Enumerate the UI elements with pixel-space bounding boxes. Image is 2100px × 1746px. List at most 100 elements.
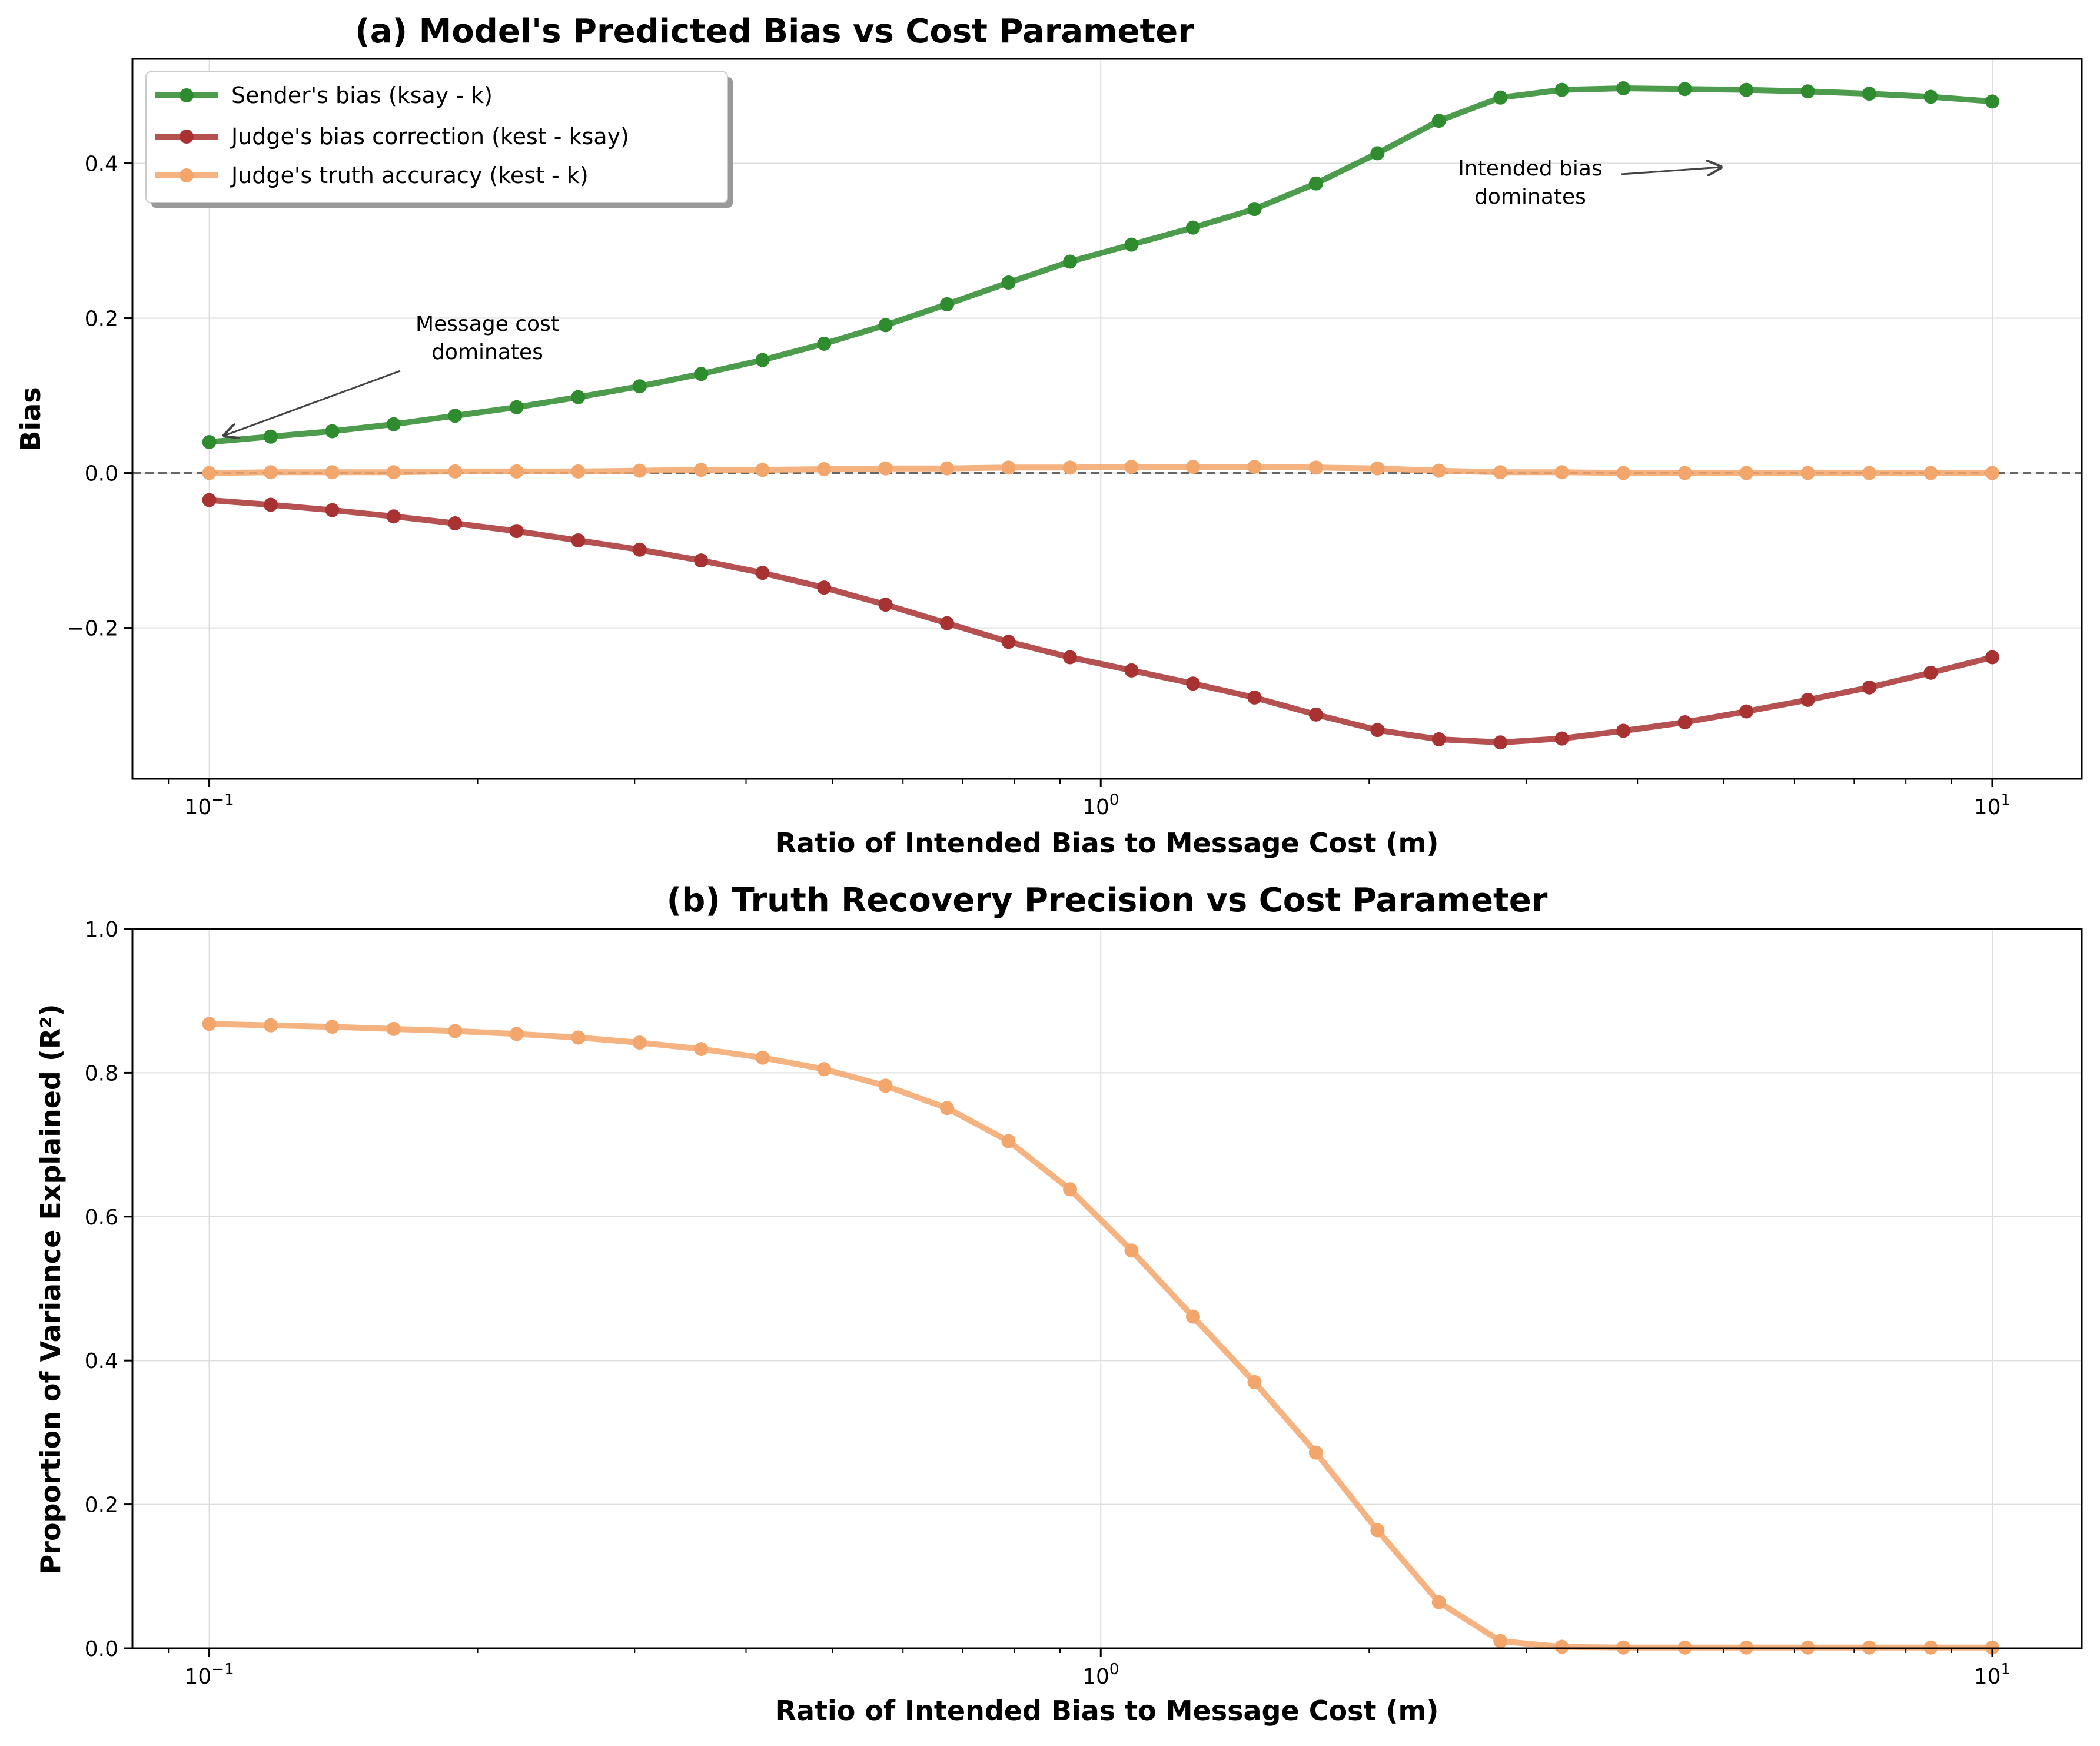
data-point [1554,1639,1569,1654]
x-tick-label: 101 [1974,1661,2011,1689]
data-point [878,598,893,612]
data-point [1739,82,1754,97]
data-point [1124,663,1139,678]
data-point [509,1027,524,1041]
data-point [1001,635,1016,649]
x-tick-label-exponent: 0 [1109,791,1119,809]
data-point [694,463,709,477]
data-point [878,318,893,333]
panel-a-x-axis-label: Ratio of Intended Bias to Message Cost (… [776,827,1439,859]
panel-a-title: (a) Model's Predicted Bias vs Cost Param… [355,12,1194,51]
y-tick-label: 0.0 [85,462,118,486]
legend-label-judges-bias-correction: Judge's bias correction (kest - ksay) [230,124,629,150]
data-point [1063,650,1078,665]
annotation-message-cost-line1: Message cost [416,312,559,336]
legend-box [145,71,728,203]
x-tick-label-exponent: −1 [211,791,234,809]
data-point [202,466,217,480]
series-0 [202,81,1999,449]
data-point [940,616,955,630]
data-point [1923,665,1938,680]
data-point [202,493,217,507]
panel-b-x-axis-label: Ratio of Intended Bias to Message Cost (… [776,1695,1439,1727]
data-point [386,417,401,431]
data-point [1862,466,1877,480]
data-point [755,566,770,580]
x-tick-label: 100 [1082,1661,1119,1689]
data-point [325,424,340,439]
data-point [1308,176,1323,191]
annotation-intended-bias-arrow [1621,167,1721,174]
data-point [1493,1634,1508,1648]
legend-label-judges-truth-accuracy: Judge's truth accuracy (kest - k) [230,162,589,188]
data-point [509,400,524,414]
data-point [940,297,955,311]
data-point [386,509,401,524]
data-point [448,516,463,531]
panel-a-frame [131,58,2083,780]
data-point [1862,680,1877,695]
data-point [1985,94,1999,109]
legend: Sender's bias (ksay - k) Judge's bias co… [145,71,733,208]
data-point [1370,723,1385,738]
data-point [1493,465,1508,480]
data-point [694,553,709,568]
y-tick-label: −0.2 [67,617,118,641]
data-point [1862,87,1877,101]
x-tick-label-base: 10 [1082,795,1109,819]
data-point [817,580,832,595]
panel-b-title: (b) Truth Recovery Precision vs Cost Par… [667,881,1548,920]
data-point [386,1021,401,1036]
data-point [1247,690,1262,705]
series-2 [202,460,1999,480]
data-point [632,463,647,478]
data-point [1308,460,1323,475]
data-point [448,409,463,423]
x-tick-label-base: 10 [184,795,211,819]
data-point [817,1062,832,1077]
data-point [263,465,278,480]
x-tick-label-exponent: 0 [1109,1661,1119,1678]
x-tick-label: 101 [1974,791,2011,819]
legend-marker-judges-bias-correction [180,130,194,144]
data-point [1247,460,1262,474]
panel-a-ticks: 10−1 100 101−0.20.00.20.4 [67,152,2011,819]
panel-a-series [202,81,1999,750]
data-point [325,1020,340,1034]
data-point [1616,81,1631,95]
data-point [1124,1243,1139,1258]
annotation-intended-bias-line1: Intended bias [1458,157,1602,181]
x-tick-label: 100 [1082,791,1119,819]
data-point [1677,82,1692,97]
y-tick-label: 0.8 [85,1061,118,1086]
series-1 [202,493,1999,750]
data-point [940,1101,955,1116]
panel-a-annotations: Message cost dominates Intended bias dom… [224,157,1721,436]
x-tick-label-base: 10 [1974,795,2001,819]
data-point [817,336,832,351]
panel-b-frame [131,928,2083,1649]
y-tick-label: 0.4 [85,152,118,177]
data-point [1493,735,1508,750]
data-point [263,497,278,512]
data-point [1185,220,1200,235]
annotation-message-cost-arrow [224,370,401,436]
data-point [1431,732,1446,746]
data-point [263,429,278,444]
data-point [1063,254,1078,269]
data-point [1800,84,1815,99]
data-point [755,353,770,367]
x-tick-label-exponent: −1 [211,1661,234,1678]
y-tick-label: 0.6 [85,1206,118,1230]
data-point [571,533,586,547]
data-point [1185,460,1200,474]
data-point [755,1050,770,1065]
x-tick-label: 10−1 [184,791,234,819]
data-point [1677,715,1692,730]
data-point [1431,463,1446,478]
data-point [325,465,340,480]
data-point [694,1042,709,1057]
x-tick-label-base: 10 [1974,1665,2001,1689]
